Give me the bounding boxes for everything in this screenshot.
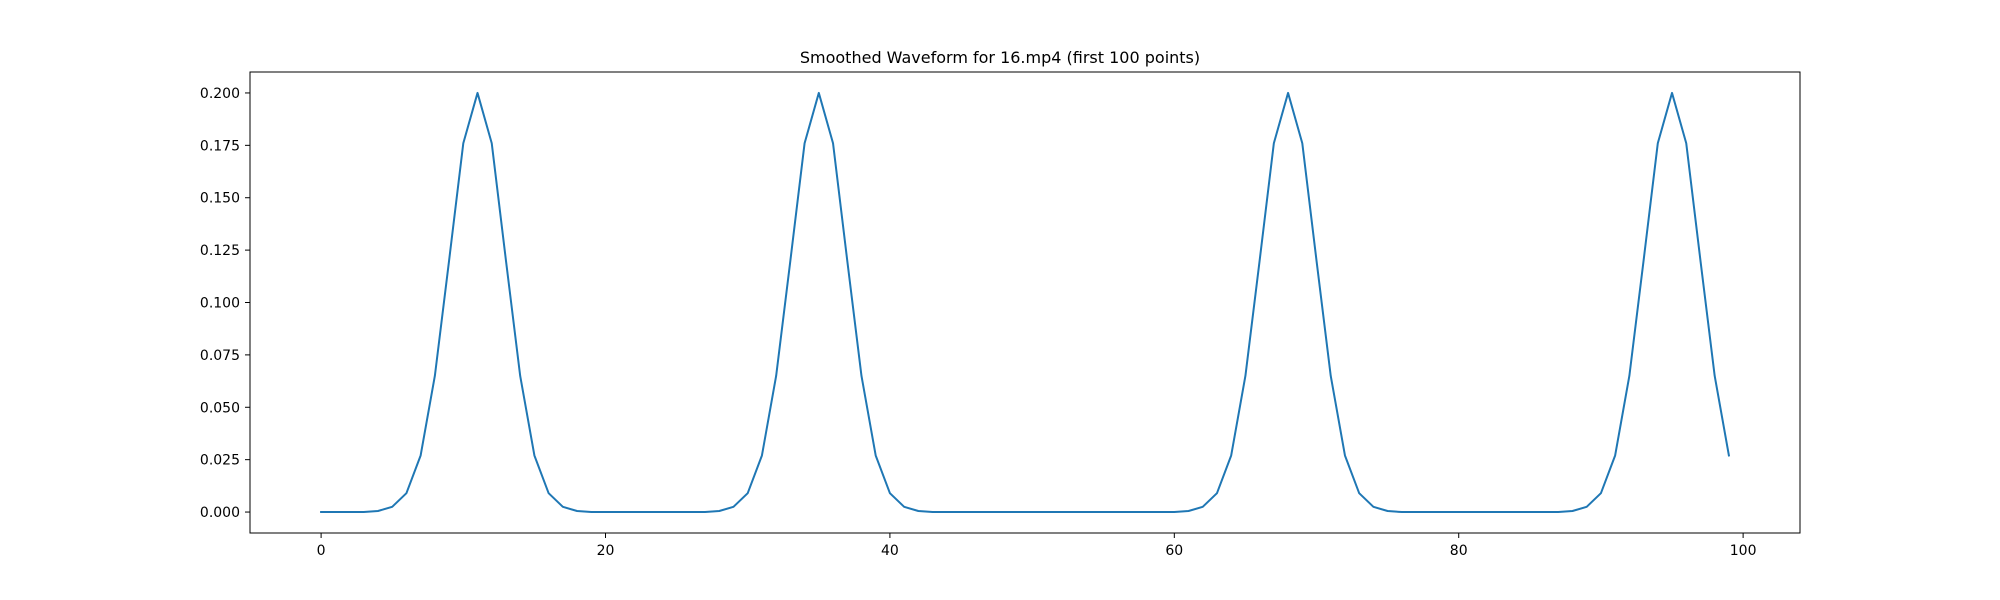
chart-title: Smoothed Waveform for 16.mp4 (first 100 … — [800, 48, 1200, 67]
y-tick-label: 0.100 — [200, 296, 240, 312]
x-tick-label: 0 — [317, 543, 326, 559]
x-tick-label: 40 — [881, 543, 899, 559]
x-tick-label: 80 — [1450, 543, 1468, 559]
series-line — [320, 91, 1731, 514]
y-tick-label: 0.025 — [200, 453, 240, 469]
x-tick-label: 60 — [1165, 543, 1183, 559]
x-tick-label: 100 — [1730, 543, 1757, 559]
y-tick-label: 0.125 — [200, 243, 240, 259]
plot-area: 0 20 40 60 80 100 0.000 0.025 0.050 0.075 0.100 0.1… — [200, 71, 1801, 559]
axes-frame — [249, 71, 1801, 534]
y-tick-label: 0.075 — [200, 348, 240, 364]
y-tick-label: 0.150 — [200, 191, 240, 207]
x-tick-label: 20 — [597, 543, 615, 559]
y-tick-label: 0.200 — [200, 86, 240, 102]
y-tick-label: 0.050 — [200, 400, 240, 416]
y-tick-label: 0.175 — [200, 138, 240, 154]
y-tick-label: 0.000 — [200, 505, 240, 521]
